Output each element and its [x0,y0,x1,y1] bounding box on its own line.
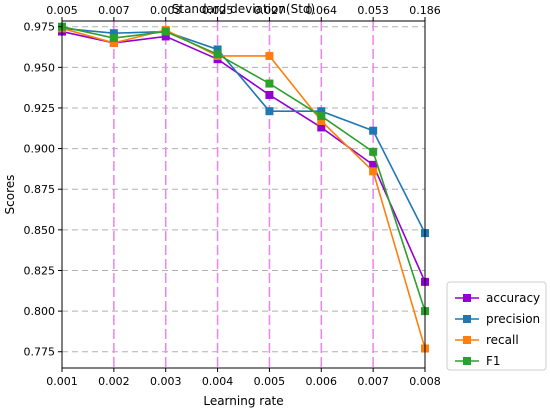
x2-tick-label: 0.007 [98,4,130,17]
axis-ticks: 0.775 0.800 0.825 0.850 0.875 0.900 0.925 0.950… [24,4,441,388]
x-tick-label: 0.003 [150,375,182,388]
legend-label-precision: precision [486,312,540,326]
x-tick-label: 0.008 [409,375,441,388]
vertical-reference-lines [113,21,374,368]
x2-tick-label: 0.003 [150,4,182,17]
x-tick-label: 0.005 [254,375,286,388]
data-point-f1 [161,27,170,36]
data-point-accuracy [265,90,274,99]
data-point-f1 [369,147,378,156]
y-tick-label: 0.775 [24,346,56,359]
legend-label-f1: F1 [486,354,501,368]
legend-marker-accuracy [463,294,471,302]
plot-frame [61,20,426,369]
data-point-accuracy [369,160,378,169]
x2-tick-label: 0.186 [409,4,441,17]
x-tick-label: 0.004 [202,375,234,388]
y-tick-label: 0.925 [24,102,56,115]
legend-label-accuracy: accuracy [486,291,540,305]
data-point-accuracy [317,123,326,132]
data-point-precision [369,126,378,135]
series-line-accuracy [61,30,426,283]
data-point-recall [317,116,326,125]
data-point-f1 [213,50,222,59]
data-point-f1 [109,34,118,43]
y-tick-label: 0.950 [24,61,56,74]
data-point-accuracy [161,32,170,41]
legend-marker-f1 [463,357,471,365]
legend-label-recall: recall [486,333,519,347]
series-line-recall [61,27,426,349]
y-tick-label: 0.850 [24,224,56,237]
data-point-precision [265,107,274,116]
legend-box [446,281,547,371]
x2-tick-label: 0.027 [254,4,286,17]
data-point-f1 [317,112,326,121]
y-axis-title: Scores [3,175,17,215]
legend-marker-recall [463,336,471,344]
x2-tick-label: 0.025 [202,4,234,17]
data-point-precision [109,29,118,38]
x-tick-label: 0.007 [357,375,389,388]
series-line-f1 [61,25,426,312]
series-lines [58,22,429,353]
legend-marker-precision [463,315,471,323]
y-tick-label: 0.825 [24,264,56,277]
x2-tick-label: 0.053 [357,4,389,17]
x2-tick-label: 0.005 [46,4,78,17]
data-point-f1 [265,79,274,88]
legend: accuracy precision recall F1 [446,281,547,371]
x2-tick-label: 0.064 [306,4,338,17]
data-point-recall [109,38,118,47]
x-tick-label: 0.001 [46,375,78,388]
x2-axis-title: Standard deviation(Std) [172,2,315,16]
data-point-recall [369,167,378,176]
grid [62,26,425,353]
x-axis-title: Learning rate [203,394,283,408]
y-tick-label: 0.800 [24,305,56,318]
x-tick-label: 0.006 [306,375,338,388]
y-tick-label: 0.975 [24,21,56,34]
y-tick-label: 0.900 [24,143,56,156]
data-point-precision [213,45,222,54]
data-point-precision [317,107,326,116]
y-tick-label: 0.875 [24,183,56,196]
data-point-recall [265,51,274,60]
series-line-precision [61,27,426,234]
x-tick-label: 0.002 [98,375,130,388]
